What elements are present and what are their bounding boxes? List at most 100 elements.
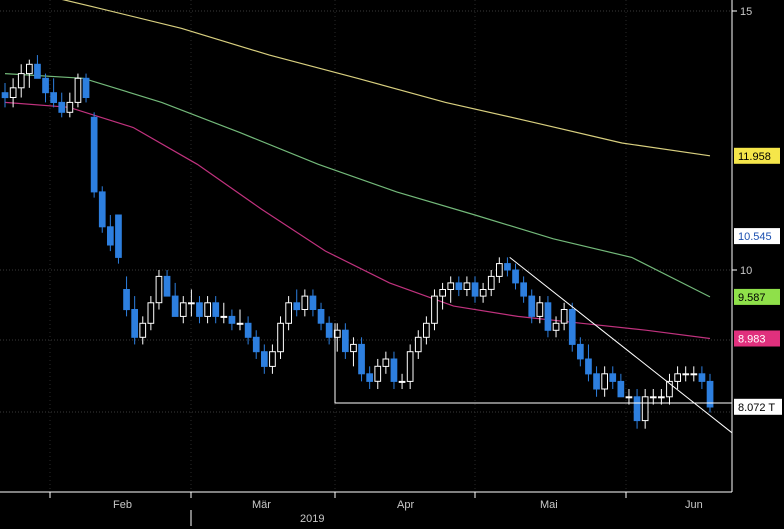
moving-average-1 <box>61 0 711 157</box>
y-axis-panel <box>732 0 784 529</box>
candle-body-46 <box>374 365 382 382</box>
candle-body-34 <box>277 322 284 353</box>
candle-body-68 <box>552 322 560 331</box>
candle-body-57 <box>463 282 471 290</box>
candle-body-54 <box>439 289 446 297</box>
candle-body-52 <box>423 322 430 338</box>
price-badge-label-3: 8.983 <box>738 334 766 346</box>
candle-body-87 <box>706 380 714 408</box>
candle-body-5 <box>42 77 49 94</box>
candle-body-37 <box>301 295 309 311</box>
candle-body-79 <box>641 396 649 422</box>
candlesticks <box>1 55 714 429</box>
candle-body-64 <box>520 282 527 297</box>
candle-body-33 <box>269 351 276 367</box>
price-badges: 11.958 10.545 9.587 8.983 8.072 T <box>734 147 782 415</box>
candle-body-61 <box>496 263 503 277</box>
candle-body-42 <box>342 329 349 353</box>
candle-body-69 <box>560 309 568 324</box>
candle-body-82 <box>666 380 673 398</box>
candle-body-25 <box>204 302 212 317</box>
candle-body-7 <box>58 101 66 113</box>
candle-body-48 <box>390 358 398 382</box>
candle-body-62 <box>504 263 511 271</box>
candle-body-49 <box>398 380 406 383</box>
candle-body-44 <box>358 343 365 375</box>
candle-body-11 <box>90 116 98 193</box>
candle-body-66 <box>536 302 544 317</box>
candle-body-19 <box>155 275 163 304</box>
candle-body-20 <box>163 275 171 297</box>
candle-body-27 <box>220 315 228 318</box>
candle-body-39 <box>317 309 325 324</box>
candle-body-85 <box>690 373 698 376</box>
candle-body-51 <box>414 336 422 353</box>
candle-body-56 <box>455 282 463 290</box>
candle-body-36 <box>293 302 301 311</box>
candle-body-4 <box>34 63 41 79</box>
candle-body-0 <box>1 92 9 99</box>
candle-body-45 <box>366 373 373 382</box>
candle-body-13 <box>107 226 114 246</box>
candle-body-75 <box>609 373 617 382</box>
candle-body-59 <box>479 289 487 297</box>
candle-body-23 <box>188 302 195 305</box>
candle-body-78 <box>633 396 641 422</box>
x-tick-jun: Jun <box>685 499 703 511</box>
moving-averages <box>4 0 711 340</box>
x-year-label: 2019 <box>300 513 324 525</box>
price-badge-3 <box>734 330 780 347</box>
candle-body-21 <box>171 295 179 317</box>
candle-body-55 <box>447 282 455 290</box>
candle-body-6 <box>50 92 57 103</box>
candle-body-35 <box>285 302 292 324</box>
candle-body-72 <box>585 358 592 375</box>
candle-body-12 <box>98 191 106 228</box>
candle-body-77 <box>625 396 633 399</box>
candle-body-60 <box>487 275 495 290</box>
candle-body-40 <box>325 322 333 338</box>
candle-body-15 <box>123 289 130 311</box>
candle-body-28 <box>228 315 236 324</box>
candle-body-80 <box>649 396 657 399</box>
x-axis-ticks: Feb Mär Apr Mai Jun 2019 <box>49 492 703 526</box>
candle-body-16 <box>131 309 139 338</box>
moving-average-2 <box>4 73 711 298</box>
candle-body-30 <box>244 322 252 338</box>
candle-body-24 <box>196 302 203 317</box>
candle-body-50 <box>406 351 414 382</box>
candle-body-32 <box>261 351 268 367</box>
candle-body-29 <box>236 322 244 325</box>
x-tick-mai: Mai <box>540 499 558 511</box>
price-badge-label-0: 11.958 <box>738 151 771 163</box>
x-tick-apr: Apr <box>397 499 414 511</box>
candle-body-14 <box>115 214 122 258</box>
candle-body-53 <box>431 295 438 324</box>
candle-body-3 <box>26 63 33 75</box>
candle-body-47 <box>382 358 390 367</box>
price-badge-2 <box>734 288 780 305</box>
y-tick-10: 10 <box>740 265 752 277</box>
candle-body-58 <box>471 282 479 297</box>
price-badge-0 <box>734 147 780 164</box>
candle-body-73 <box>593 373 600 390</box>
price-badge-label-2: 9.587 <box>738 292 766 304</box>
support-line <box>334 323 732 404</box>
candle-body-17 <box>139 322 147 338</box>
y-axis-ticks: 15 10 <box>732 6 752 277</box>
candle-body-67 <box>544 302 552 331</box>
candle-body-1 <box>9 87 17 99</box>
candle-body-86 <box>698 373 706 382</box>
price-badge-label-4: 8.072 T <box>738 402 775 414</box>
candle-body-84 <box>682 373 690 376</box>
candle-body-18 <box>147 302 155 324</box>
candle-body-63 <box>512 269 519 284</box>
candle-body-22 <box>179 302 187 317</box>
x-tick-maer: Mär <box>252 499 271 511</box>
price-badge-4 <box>734 398 782 415</box>
candle-body-76 <box>617 380 625 398</box>
trendline <box>509 257 733 434</box>
candle-body-38 <box>309 295 317 311</box>
candle-body-41 <box>333 329 341 338</box>
